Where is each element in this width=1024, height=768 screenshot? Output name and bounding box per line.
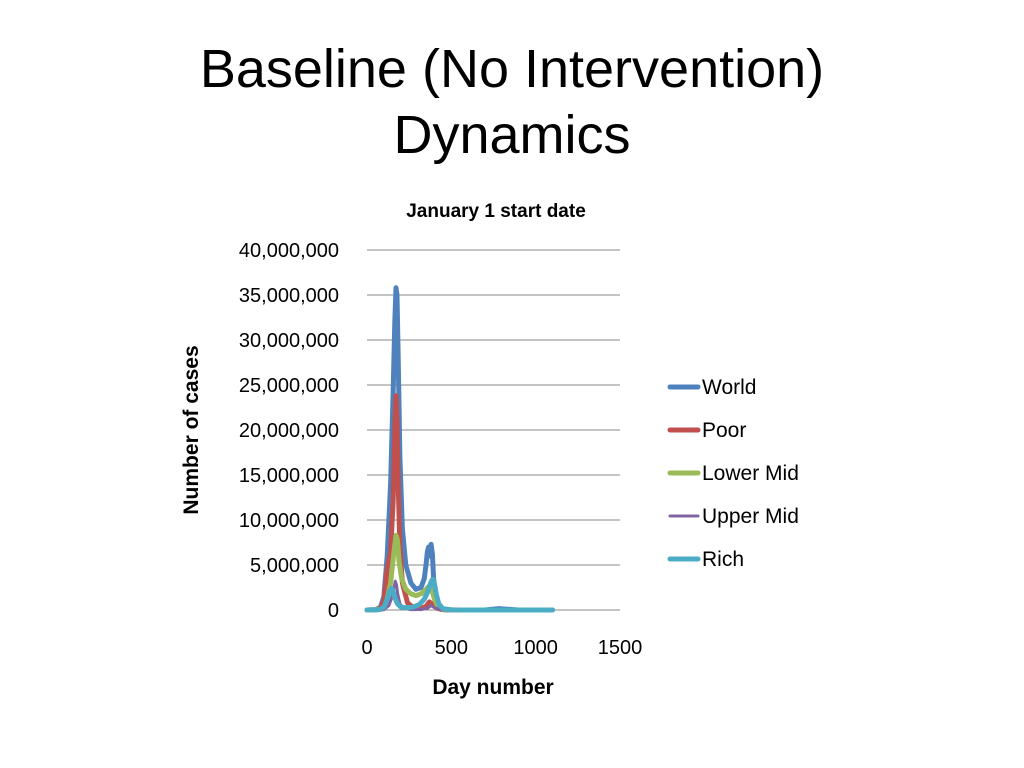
y-tick-label: 30,000,000 bbox=[239, 330, 339, 352]
slide-title: Baseline (No Intervention) Dynamics bbox=[0, 36, 1024, 168]
legend: World Poor Lower Mid Upper Mid Rich bbox=[667, 376, 799, 571]
y-tick-label: 5,000,000 bbox=[250, 555, 339, 577]
x-tick-label: 1500 bbox=[598, 637, 643, 659]
y-tick-label: 40,000,000 bbox=[239, 240, 339, 262]
gridlines bbox=[367, 249, 620, 611]
slide-title-line1: Baseline (No Intervention) bbox=[199, 39, 825, 99]
legend-label: Rich bbox=[702, 548, 744, 571]
legend-label: World bbox=[702, 376, 756, 399]
y-tick-label: 0 bbox=[328, 600, 339, 622]
legend-label: Upper Mid bbox=[702, 505, 799, 528]
y-axis-title: Number of cases bbox=[180, 345, 203, 514]
legend-label: Lower Mid bbox=[702, 462, 799, 485]
x-axis-ticks: 0 500 1000 1500 bbox=[361, 637, 642, 659]
legend-label: Poor bbox=[702, 419, 746, 442]
series-line-poor bbox=[364, 393, 555, 613]
chart-title: January 1 start date bbox=[406, 201, 586, 222]
y-tick-label: 20,000,000 bbox=[239, 420, 339, 442]
y-tick-label: 35,000,000 bbox=[239, 285, 339, 307]
y-tick-label: 25,000,000 bbox=[239, 375, 339, 397]
plot-area bbox=[364, 285, 555, 613]
x-tick-label: 500 bbox=[435, 637, 468, 659]
y-tick-label: 10,000,000 bbox=[239, 510, 339, 532]
slide-title-line2: Dynamics bbox=[393, 105, 631, 165]
x-tick-label: 1000 bbox=[513, 637, 558, 659]
y-tick-label: 15,000,000 bbox=[239, 465, 339, 487]
x-tick-label: 0 bbox=[361, 637, 372, 659]
x-axis-title: Day number bbox=[432, 676, 553, 699]
series-line-rich bbox=[364, 576, 555, 613]
y-axis-ticks: 0 5,000,000 10,000,000 15,000,000 20,000,000… bbox=[239, 240, 339, 622]
